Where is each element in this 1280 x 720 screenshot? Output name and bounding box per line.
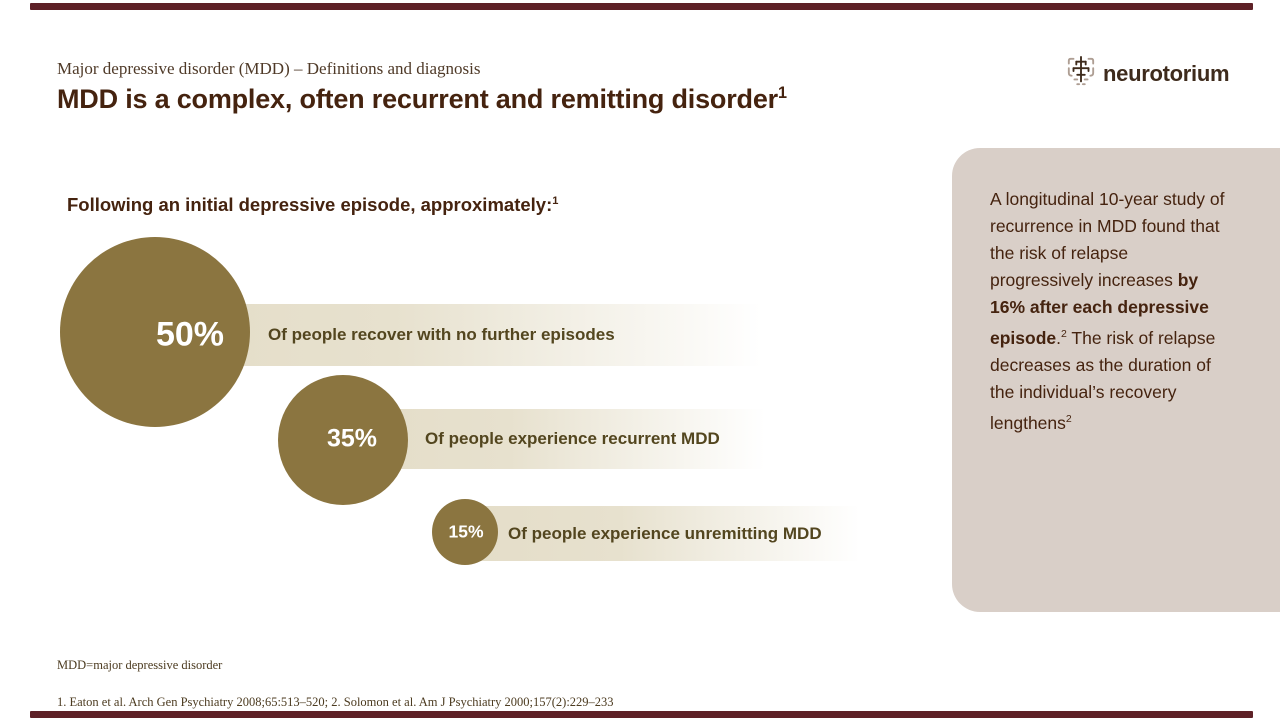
stat-percentage: 50% — [155, 315, 225, 354]
infographic-heading-superscript: 1 — [552, 194, 559, 207]
infographic-heading: Following an initial depressive episode,… — [67, 194, 558, 216]
page-title: MDD is a complex, often recurrent and re… — [57, 84, 787, 115]
insight-text-segment: A longitudinal 10-year study of recurren… — [990, 189, 1225, 290]
stat-bar — [150, 304, 762, 366]
brand-name: neurotorium — [1103, 60, 1230, 86]
stat-label: Of people experience unremitting MDD — [508, 523, 822, 543]
insight-text-segment: . — [1056, 327, 1062, 348]
page-title-text: MDD is a complex, often recurrent and re… — [57, 84, 778, 114]
stat-bar — [340, 409, 765, 469]
insight-panel: A longitudinal 10-year study of recurren… — [952, 148, 1280, 612]
insight-text: A longitudinal 10-year study of recurren… — [990, 186, 1234, 437]
footnote-references: 1. Eaton et al. Arch Gen Psychiatry 2008… — [57, 695, 614, 709]
page-title-superscript: 1 — [777, 84, 787, 102]
eyebrow-text: Major depressive disorder (MDD) – Defini… — [57, 59, 481, 78]
insight-text-bold: by 16% after each depressive episode — [990, 270, 1209, 348]
bottom-accent-bar — [30, 711, 1253, 718]
brain-icon — [1066, 55, 1096, 92]
insight-reference-superscript: 2 — [1061, 328, 1067, 340]
insight-text-segment: The risk of relapse decreases as the dur… — [990, 327, 1216, 433]
stat-label: Of people experience recurrent MDD — [425, 429, 720, 448]
stat-circle — [60, 237, 250, 427]
stat-circle — [432, 499, 498, 565]
stat-bar — [460, 506, 860, 561]
stat-percentage: 35% — [326, 424, 378, 453]
brand-logo: neurotorium — [1066, 55, 1230, 92]
infographic-heading-text: Following an initial depressive episode,… — [67, 194, 553, 215]
stat-label: Of people recover with no further episod… — [268, 325, 615, 344]
footnote-abbreviation: MDD=major depressive disorder — [57, 658, 223, 672]
top-accent-bar — [30, 3, 1253, 10]
stat-percentage: 15% — [448, 521, 484, 542]
insight-reference-superscript: 2 — [1065, 412, 1072, 425]
stat-circle — [278, 375, 408, 505]
